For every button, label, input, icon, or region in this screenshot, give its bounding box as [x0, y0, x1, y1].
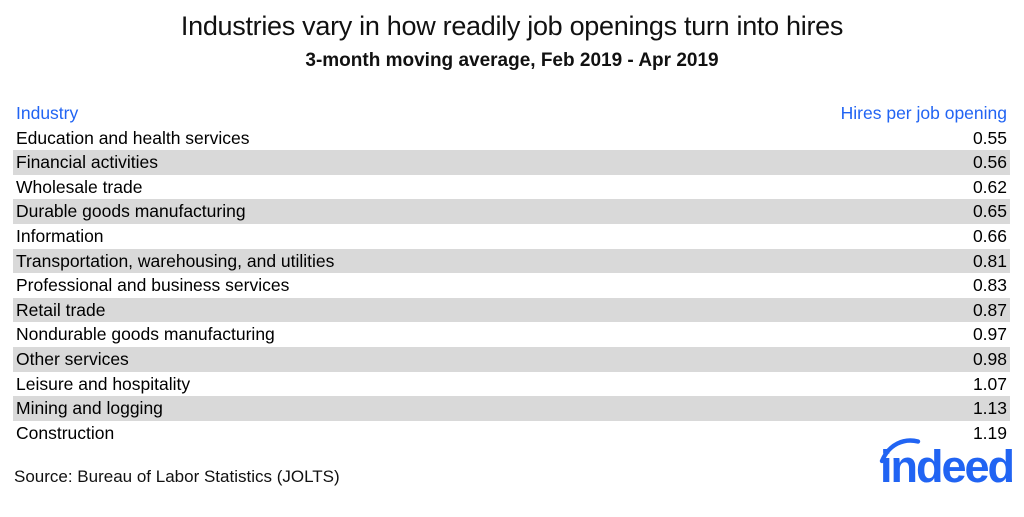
infographic-page: Industries vary in how readily job openi…: [0, 11, 1024, 505]
indeed-swoosh-icon: [879, 438, 921, 464]
industry-cell: Nondurable goods manufacturing: [16, 324, 275, 345]
industry-cell: Education and health services: [16, 127, 250, 148]
hires-per-opening-cell: 0.81: [972, 250, 1007, 271]
source-note: Source: Bureau of Labor Statistics (JOLT…: [14, 467, 340, 487]
indeed-logo-text: indeed: [880, 441, 1013, 489]
indeed-logo-graphic: indeed: [879, 438, 1015, 492]
table-row: Mining and logging 1.13: [13, 396, 1010, 421]
industry-cell: Mining and logging: [16, 398, 163, 419]
hires-per-opening-cell: 0.87: [972, 299, 1007, 320]
hires-per-opening-cell: 1.07: [972, 373, 1007, 394]
hires-per-opening-cell: 0.97: [972, 324, 1007, 345]
table-row: Transportation, warehousing, and utiliti…: [13, 248, 1010, 274]
chart-subtitle: 3-month moving average, Feb 2019 - Apr 2…: [305, 50, 719, 71]
table-row: Retail trade 0.87: [13, 297, 1010, 323]
table-row: Information 0.66: [13, 224, 1010, 249]
table-body: Education and health services 0.55 Financi…: [13, 126, 1010, 446]
footer: Source: Bureau of Labor Statistics (JOLT…: [14, 438, 1015, 505]
indeed-logo: indeed: [877, 435, 1017, 492]
table-row: Nondurable goods manufacturing 0.97: [13, 322, 1010, 347]
table-row: Other services 0.98: [13, 346, 1010, 372]
hires-per-opening-cell: 0.55: [972, 127, 1007, 148]
hires-per-opening-cell: 0.65: [972, 201, 1007, 222]
hires-per-opening-cell: 0.56: [972, 152, 1007, 173]
industry-cell: Transportation, warehousing, and utiliti…: [16, 250, 335, 271]
column-header-hires-per-opening: Hires per job opening: [840, 103, 1007, 123]
hires-per-opening-cell: 0.98: [972, 348, 1007, 369]
table-row: Financial activities 0.56: [13, 150, 1010, 175]
industry-cell: Leisure and hospitality: [16, 373, 191, 394]
hires-per-opening-cell: 0.62: [972, 176, 1007, 197]
table-row: Education and health services 0.55: [13, 126, 1010, 151]
table-row: Wholesale trade 0.62: [13, 175, 1010, 200]
chart-title: Industries vary in how readily job openi…: [180, 11, 844, 41]
industry-cell: Financial activities: [16, 152, 158, 173]
hires-per-opening-cell: 1.13: [972, 398, 1007, 419]
table-row: Professional and business services 0.83: [13, 273, 1010, 298]
industry-cell: Construction: [16, 422, 115, 443]
industry-hires-table: Industry Hires per job opening Education…: [13, 101, 1010, 445]
hires-per-opening-cell: 0.66: [972, 225, 1007, 246]
table-row: Leisure and hospitality 1.07: [13, 372, 1010, 397]
industry-cell: Other services: [16, 348, 129, 369]
hires-per-opening-cell: 0.83: [972, 275, 1007, 296]
column-header-industry: Industry: [16, 103, 79, 123]
hires-per-opening-cell: 1.19: [972, 422, 1007, 443]
industry-cell: Retail trade: [16, 299, 106, 320]
industry-cell: Wholesale trade: [16, 176, 143, 197]
industry-cell: Professional and business services: [16, 275, 290, 296]
industry-cell: Information: [16, 225, 104, 246]
table-header-row: Industry Hires per job opening: [13, 101, 1010, 126]
table-row: Construction 1.19: [13, 421, 1010, 446]
industry-cell: Durable goods manufacturing: [16, 201, 246, 222]
table-row: Durable goods manufacturing 0.65: [13, 199, 1010, 224]
